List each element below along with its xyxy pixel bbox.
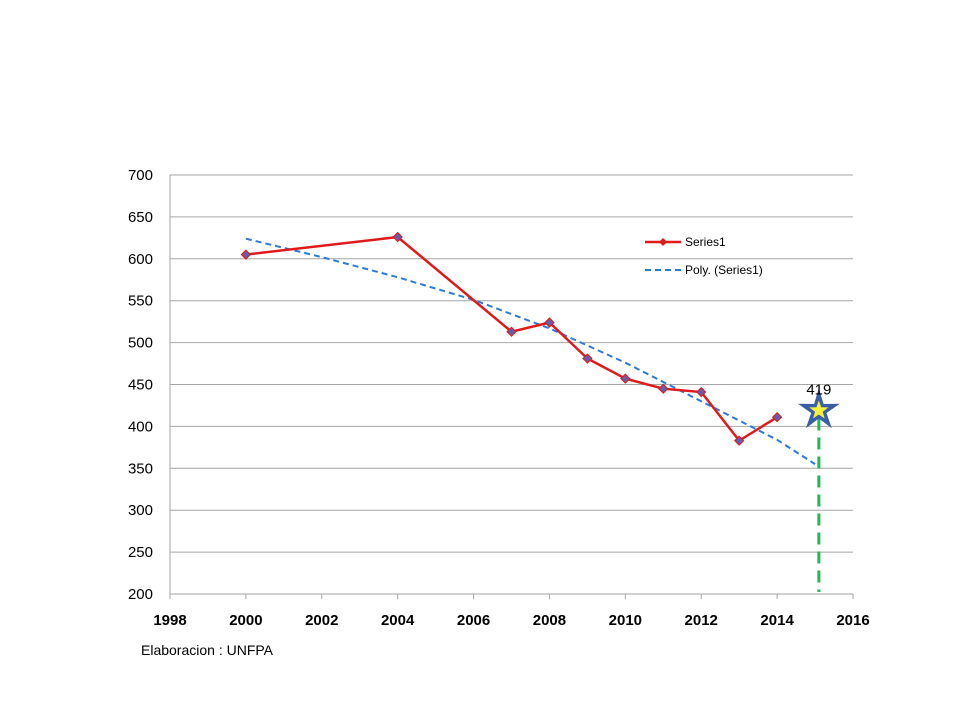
- y-tick-label: 200: [128, 586, 153, 603]
- y-tick-label: 700: [128, 167, 153, 184]
- x-tick-label: 2008: [533, 612, 566, 629]
- data-point: [392, 231, 403, 243]
- x-axis: 1998 2000 2002 2004 2006 2008 2010 2012 2014 2016: [153, 593, 870, 629]
- trendline: [245, 237, 816, 465]
- y-tick-label: 500: [128, 335, 153, 352]
- x-tick-label: 2004: [381, 612, 415, 629]
- y-axis: 200 250 300 350 400 450 500 550 600 650 700: [128, 167, 171, 603]
- legend: Series1 Poly. (Series1): [645, 235, 763, 277]
- source-note: Elaboracion : UNFPA: [141, 642, 274, 658]
- x-tick-label: 2006: [457, 612, 490, 629]
- data-point: [544, 317, 555, 328]
- y-tick-label: 600: [128, 251, 153, 268]
- trendline-layer: [245, 237, 816, 465]
- x-tick-label: 2010: [609, 612, 642, 629]
- x-tick-label: 1998: [153, 612, 186, 629]
- x-tick-label: 2014: [760, 612, 794, 629]
- y-tick-label: 400: [128, 418, 153, 435]
- y-tick-label: 350: [128, 460, 153, 477]
- y-tick-label: 550: [128, 293, 153, 310]
- x-tick-label: 2002: [305, 612, 338, 629]
- target-layer: 419: [797, 381, 840, 592]
- y-tick-label: 650: [128, 209, 153, 226]
- data-point: [658, 383, 669, 394]
- legend-label: Series1: [685, 235, 726, 249]
- x-tick-label: 2016: [836, 612, 869, 629]
- series-layer: [240, 231, 783, 446]
- x-tick-label: 2000: [229, 612, 262, 629]
- series-line: [245, 235, 778, 443]
- data-point: [506, 326, 517, 337]
- data-point: [733, 435, 745, 446]
- data-point: [620, 373, 631, 384]
- x-tick-label: 2012: [685, 612, 718, 629]
- legend-marker: [659, 238, 667, 246]
- target-star-icon: [809, 400, 829, 419]
- data-point: [696, 386, 707, 398]
- data-point: [771, 411, 783, 423]
- y-tick-label: 450: [128, 377, 153, 394]
- gridlines: [170, 174, 853, 595]
- data-point: [582, 353, 593, 364]
- y-tick-label: 300: [128, 502, 153, 519]
- target-label: 419: [806, 381, 831, 398]
- y-tick-label: 250: [128, 544, 153, 561]
- data-point: [240, 249, 252, 260]
- legend-label: Poly. (Series1): [685, 263, 763, 277]
